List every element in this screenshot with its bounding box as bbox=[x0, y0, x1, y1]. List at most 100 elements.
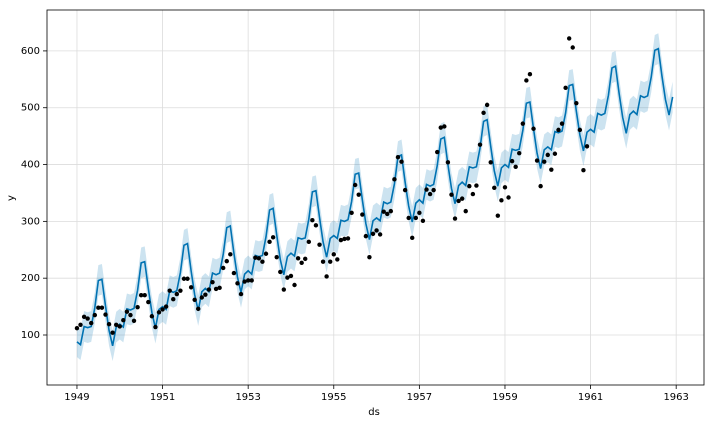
observed-point bbox=[221, 265, 226, 271]
observed-point bbox=[538, 183, 543, 189]
observed-point bbox=[367, 254, 372, 260]
observed-point bbox=[388, 208, 394, 214]
observed-point bbox=[181, 276, 187, 281]
observed-point bbox=[185, 276, 190, 281]
observed-point bbox=[106, 322, 112, 327]
observed-point bbox=[477, 142, 483, 147]
observed-point bbox=[174, 291, 180, 297]
observed-point bbox=[288, 273, 294, 279]
observed-point bbox=[117, 324, 122, 329]
observed-point bbox=[99, 305, 105, 310]
y-tick-label: 200 bbox=[21, 273, 40, 284]
observed-point bbox=[146, 299, 151, 305]
observed-point bbox=[292, 282, 297, 288]
observed-point bbox=[545, 152, 550, 158]
observed-point bbox=[103, 312, 108, 317]
observed-point bbox=[402, 187, 408, 193]
observed-point bbox=[253, 255, 258, 260]
observed-point bbox=[495, 213, 501, 218]
observed-point bbox=[210, 279, 215, 285]
observed-point bbox=[260, 259, 265, 264]
x-tick-label: 1955 bbox=[321, 392, 346, 403]
observed-point bbox=[506, 195, 511, 200]
observed-point bbox=[74, 325, 80, 331]
observed-point bbox=[263, 251, 269, 256]
observed-point bbox=[142, 293, 147, 298]
observed-point bbox=[92, 312, 98, 318]
observed-point bbox=[552, 151, 558, 156]
observed-point bbox=[320, 259, 326, 264]
observed-point bbox=[171, 297, 176, 302]
observed-point bbox=[431, 187, 436, 193]
observed-point bbox=[527, 72, 533, 77]
observed-point bbox=[149, 314, 155, 319]
observed-point bbox=[502, 185, 508, 190]
x-tick-label: 1951 bbox=[150, 392, 175, 403]
observed-point bbox=[484, 102, 490, 108]
observed-point bbox=[517, 150, 522, 156]
observed-point bbox=[167, 288, 172, 293]
uncertainty-band bbox=[76, 33, 673, 362]
observed-point bbox=[556, 127, 561, 133]
observed-point bbox=[467, 183, 472, 189]
observed-point bbox=[342, 236, 347, 242]
observed-point bbox=[534, 158, 540, 163]
observed-point bbox=[584, 144, 590, 149]
observed-point bbox=[374, 228, 379, 233]
observed-point bbox=[456, 198, 461, 204]
plot-frame bbox=[46, 9, 705, 386]
observed-point bbox=[363, 233, 369, 239]
observed-point bbox=[449, 192, 454, 197]
observed-point bbox=[352, 182, 358, 188]
observed-point bbox=[256, 256, 262, 261]
observed-point bbox=[156, 310, 162, 315]
observed-point bbox=[524, 78, 529, 83]
observed-point bbox=[235, 281, 240, 286]
observed-point bbox=[513, 164, 518, 170]
observed-point bbox=[531, 126, 536, 131]
observed-point bbox=[224, 258, 229, 264]
observed-point bbox=[481, 110, 486, 116]
y-tick-label: 100 bbox=[21, 330, 40, 341]
observed-point bbox=[410, 235, 415, 241]
observed-point bbox=[85, 316, 90, 321]
y-tick-label: 300 bbox=[21, 216, 40, 227]
forecast-line bbox=[76, 47, 674, 347]
observed-point bbox=[345, 236, 351, 241]
observed-point bbox=[178, 288, 183, 293]
x-tick-label: 1953 bbox=[235, 392, 260, 403]
observed-point bbox=[124, 309, 130, 314]
observed-point bbox=[196, 306, 201, 312]
observed-point bbox=[438, 125, 443, 130]
y-tick-label: 600 bbox=[21, 46, 40, 57]
observed-point bbox=[110, 330, 115, 335]
y-axis-label: y bbox=[6, 195, 17, 201]
observed-point bbox=[324, 274, 329, 279]
observed-point bbox=[274, 254, 279, 260]
observed-point bbox=[399, 159, 404, 164]
observed-point bbox=[135, 304, 140, 310]
observed-point bbox=[317, 242, 322, 247]
observed-point bbox=[542, 159, 547, 164]
observed-point bbox=[270, 235, 276, 240]
observed-point bbox=[331, 252, 336, 257]
observed-point bbox=[417, 210, 422, 216]
observed-point bbox=[81, 314, 87, 320]
observed-point bbox=[577, 127, 583, 133]
observed-point bbox=[377, 232, 383, 237]
observed-point bbox=[138, 293, 144, 298]
x-tick-label: 1957 bbox=[407, 392, 432, 403]
observed-point bbox=[303, 256, 308, 262]
observed-point bbox=[395, 154, 401, 160]
observed-point bbox=[492, 185, 497, 191]
observed-point bbox=[285, 275, 290, 280]
observed-point bbox=[163, 304, 169, 309]
observed-point bbox=[420, 218, 426, 223]
observed-point bbox=[228, 252, 233, 257]
observed-point bbox=[299, 260, 304, 266]
observed-point bbox=[338, 237, 344, 243]
observed-point bbox=[427, 191, 433, 197]
x-tick-label: 1963 bbox=[663, 392, 688, 403]
y-tick-label: 500 bbox=[21, 103, 40, 114]
